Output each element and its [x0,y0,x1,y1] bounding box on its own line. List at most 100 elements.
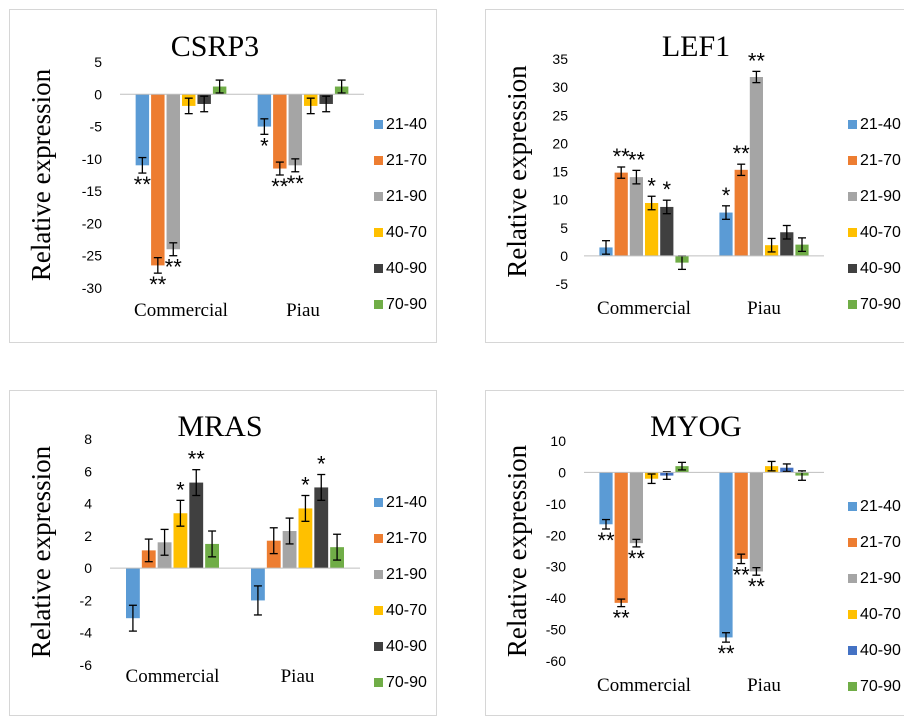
x-category-label: Commercial [597,675,691,696]
significance-marker: ** [188,447,206,472]
bar [166,94,180,250]
y-axis-label: Relative expression [26,68,56,281]
legend-swatch [374,498,383,507]
significance-marker: ** [165,255,183,280]
y-tick-label: 0 [94,86,102,102]
y-tick-label: 5 [94,54,102,70]
legend-entry: 70-90 [860,678,901,695]
significance-marker: * [722,183,731,208]
legend-swatch [374,300,383,309]
significance-marker: ** [613,144,631,169]
y-tick-label: 8 [84,431,92,447]
y-tick-label: -40 [546,590,566,606]
y-tick-label: 5 [560,220,568,236]
legend-swatch [374,678,383,687]
chart-title: MYOG [650,410,742,443]
chart-title: MRAS [177,410,262,443]
legend-swatch [374,120,383,129]
y-tick-label: -10 [82,151,102,167]
legend-swatch [848,502,857,511]
legend-entry: 21-70 [386,530,427,547]
legend-swatch [848,574,857,583]
legend-entry: 40-70 [860,606,901,623]
legend-entry: 21-70 [386,152,427,169]
y-tick-label: -15 [82,183,102,199]
bar [629,177,643,256]
legend-entry: 40-70 [860,224,901,241]
y-tick-label: 15 [552,164,568,180]
legend-entry: 40-90 [860,260,901,277]
x-category-label: Piau [747,298,781,319]
significance-marker: * [647,173,656,198]
significance-marker: ** [613,606,631,631]
legend-swatch [848,264,857,273]
y-tick-label: 0 [84,560,92,576]
legend-entry: 70-90 [386,674,427,691]
bar [273,94,287,169]
legend-swatch [374,606,383,615]
legend-entry: 70-90 [860,296,901,313]
y-tick-label: 10 [552,192,568,208]
significance-marker: * [260,133,269,158]
y-tick-label: 10 [550,433,566,449]
legend-swatch [848,610,857,619]
bar [734,472,748,559]
legend-entry: 21-40 [860,116,901,133]
y-tick-label: 0 [560,248,568,264]
y-axis-label: Relative expression [502,65,532,278]
bar [599,472,613,525]
legend-swatch [848,538,857,547]
chart-title: LEF1 [662,30,730,63]
bar [780,232,794,256]
bar [749,77,763,256]
significance-marker: ** [733,563,751,588]
bar [719,212,733,256]
significance-marker: ** [748,48,766,73]
bar [645,203,659,256]
y-tick-label: -20 [546,527,566,543]
bar [614,472,628,603]
bar [135,94,150,166]
legend-swatch [374,192,383,201]
bar [719,472,733,638]
x-category-label: Commercial [597,298,691,319]
y-tick-label: -50 [546,622,566,638]
significance-marker: ** [597,528,615,553]
y-tick-label: -5 [556,276,569,292]
legend-swatch [848,300,857,309]
chart-lef1: LEF1 Relative expression 35 30 25 20 15 10 5 0 -5 C… [502,30,901,319]
significance-marker: ** [134,172,152,197]
bar [151,94,165,266]
legend-swatch [374,570,383,579]
legend-entry: 40-70 [386,224,427,241]
y-axis-label: Relative expression [26,445,56,658]
bar [288,94,302,166]
legend-entry: 21-70 [860,152,901,169]
significance-marker: ** [628,546,646,571]
legend-entry: 21-70 [860,534,901,551]
legend-entry: 21-40 [386,494,427,511]
bar [298,508,313,569]
legend-entry: 40-90 [386,638,427,655]
bar [629,472,643,544]
y-tick-label: 30 [552,79,568,95]
legend-entry: 21-40 [386,116,427,133]
chart-myog: MYOG Relative expression 10 0 -10 -20 -30 -40 -5… [502,410,901,696]
x-category-label: Commercial [126,666,220,687]
y-tick-label: -10 [546,496,566,512]
x-category-label: Commercial [134,300,228,321]
y-tick-label: 4 [84,496,92,512]
significance-marker: ** [149,272,167,297]
y-tick-label: -20 [82,215,102,231]
y-tick-label: 0 [558,464,566,480]
y-tick-label: 25 [552,107,568,123]
y-tick-label: -5 [90,119,103,135]
bar [749,472,763,572]
chart-csrp3: CSRP3 Relative expression 5 0 -5 -10 -15 -20 -25… [26,30,427,321]
y-axis-label: Relative expression [502,444,532,657]
y-tick-label: -4 [80,625,93,641]
chart-panel-mras: MRAS Relative expression 8 6 4 2 0 -2 -4 -6 Commer… [9,390,437,716]
legend-entry: 21-90 [386,188,427,205]
chart-mras: MRAS Relative expression 8 6 4 2 0 -2 -4 -6 Commer… [26,410,427,691]
bar [660,206,674,256]
